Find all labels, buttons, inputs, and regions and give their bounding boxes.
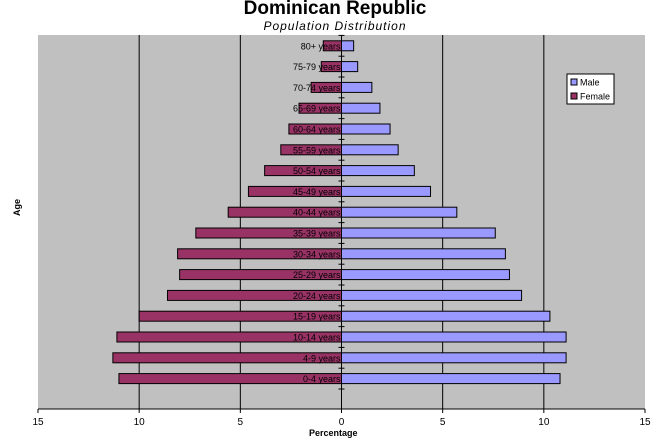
bar-male	[341, 81, 373, 93]
chart-subtitle: Population Distribution	[263, 19, 407, 33]
bar-male	[341, 227, 496, 239]
category-label: 75-79 years	[293, 62, 341, 72]
x-tick-label: 10	[538, 417, 550, 428]
bar-male	[341, 144, 399, 156]
legend-swatch-male	[570, 78, 578, 86]
bar-male	[341, 289, 523, 301]
bar-male	[341, 331, 567, 343]
bar-male	[341, 269, 510, 281]
category-label: 4-9 years	[303, 353, 341, 363]
category-label: 15-19 years	[293, 312, 341, 322]
bar-male	[341, 206, 458, 218]
x-tick-label: 10	[134, 417, 146, 428]
category-label: 65-69 years	[293, 104, 341, 114]
bar-male	[341, 185, 432, 197]
category-label: 30-34 years	[293, 249, 341, 259]
category-label: 40-44 years	[293, 208, 341, 218]
category-label: 25-29 years	[293, 270, 341, 280]
x-tick-label: 15	[639, 417, 651, 428]
category-label: 0-4 years	[303, 374, 341, 384]
bar-male	[341, 102, 381, 114]
category-label: 45-49 years	[293, 187, 341, 197]
chart-title: Dominican Republic	[243, 0, 427, 19]
bar-male	[341, 248, 506, 260]
category-label: 55-59 years	[293, 145, 341, 155]
category-label: 60-64 years	[293, 125, 341, 135]
category-label: 10-14 years	[293, 333, 341, 343]
legend-swatch-female	[570, 92, 578, 100]
x-tick-label: 15	[32, 417, 44, 428]
category-label: 35-39 years	[293, 229, 341, 239]
bar-male	[341, 61, 359, 73]
x-axis-label: Percentage	[309, 428, 358, 438]
category-label: 50-54 years	[293, 166, 341, 176]
bar-male	[341, 40, 355, 52]
category-label: 20-24 years	[293, 291, 341, 301]
x-tick-label: 0	[339, 417, 345, 428]
legend-label-female: Female	[580, 92, 610, 102]
bar-male	[341, 165, 415, 177]
bar-male	[341, 123, 391, 135]
bar-male	[341, 352, 567, 364]
bar-male	[341, 310, 551, 322]
bar-male	[341, 373, 561, 385]
x-tick-label: 5	[238, 417, 244, 428]
category-label: 70-74 years	[293, 83, 341, 93]
legend-label-male: Male	[580, 78, 600, 88]
category-label: 80+ years	[301, 41, 341, 51]
x-tick-label: 5	[440, 417, 446, 428]
